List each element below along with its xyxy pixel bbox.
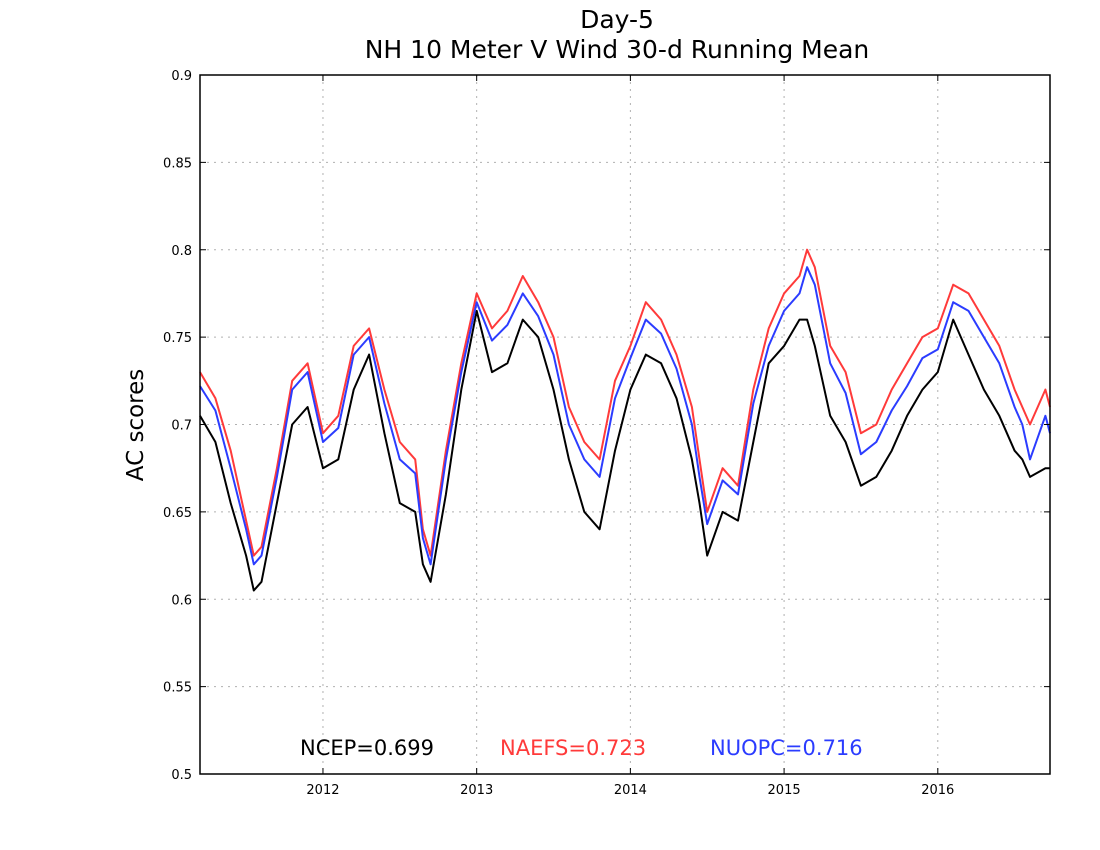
y-tick-label: 0.85 xyxy=(163,156,192,171)
x-axis: 2012 2013 2014 2015 2016 xyxy=(306,75,954,798)
x-tick-label: 2014 xyxy=(614,783,647,798)
y-tick-label: 0.7 xyxy=(171,419,192,434)
x-tick-label: 2012 xyxy=(306,783,339,798)
series-line-naefs xyxy=(199,248,1051,557)
series-line-ncep xyxy=(199,309,1050,592)
chart-title: Day-5 xyxy=(580,5,654,34)
legend-entry-nuopc: NUOPC=0.716 xyxy=(710,736,863,760)
series-layer xyxy=(199,248,1051,592)
grid-lines xyxy=(200,74,1050,775)
y-tick-label: 0.8 xyxy=(171,244,192,259)
x-tick-label: 2015 xyxy=(768,783,801,798)
y-axis: 0.5 0.55 0.6 0.65 0.7 0.75 0.8 0.85 0.9 xyxy=(163,69,1050,783)
y-axis-label: AC scores xyxy=(123,369,149,481)
legend-entry-ncep: NCEP=0.699 xyxy=(300,736,434,760)
x-tick-label: 2016 xyxy=(921,783,954,798)
legend: NCEP=0.699 NAEFS=0.723 NUOPC=0.716 xyxy=(300,736,863,760)
series-line-nuopc xyxy=(199,266,1051,566)
chart-subtitle: NH 10 Meter V Wind 30-d Running Mean xyxy=(365,35,870,64)
y-tick-label: 0.65 xyxy=(163,506,192,521)
x-tick-label: 2013 xyxy=(460,783,493,798)
y-tick-label: 0.55 xyxy=(163,681,192,696)
y-tick-label: 0.5 xyxy=(171,768,192,783)
y-tick-label: 0.9 xyxy=(171,69,192,84)
legend-entry-naefs: NAEFS=0.723 xyxy=(500,736,646,760)
y-tick-label: 0.6 xyxy=(171,593,192,608)
y-tick-label: 0.75 xyxy=(163,331,192,346)
